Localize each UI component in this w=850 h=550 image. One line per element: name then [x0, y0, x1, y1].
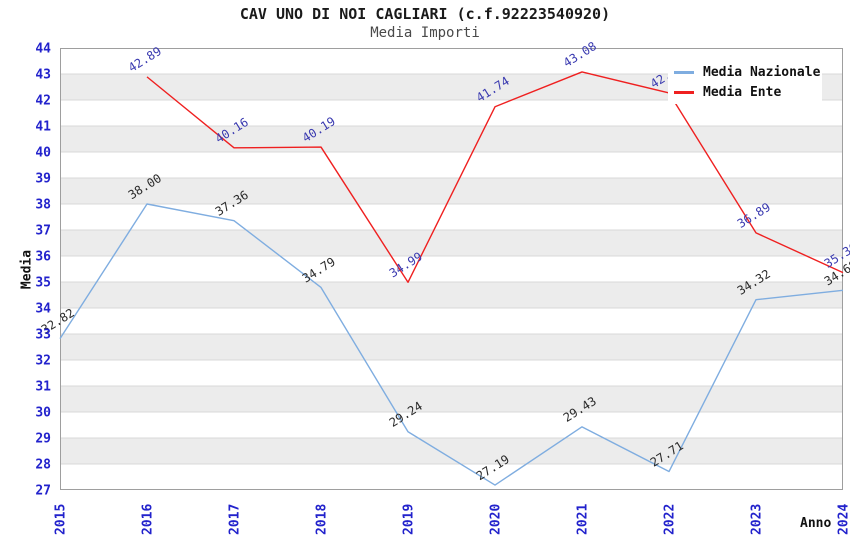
plot-band	[60, 178, 843, 204]
y-tick-label: 39	[35, 172, 51, 187]
x-axis-title: Anno	[800, 516, 832, 531]
chart-subtitle: Media Importi	[370, 25, 480, 41]
y-tick-label: 31	[35, 380, 51, 395]
x-tick-label: 2021	[576, 504, 591, 535]
x-tick-label: 2023	[750, 504, 765, 535]
y-tick-label: 35	[35, 276, 51, 291]
x-tick-label: 2019	[402, 504, 417, 535]
y-tick-label: 33	[35, 328, 51, 343]
y-tick-label: 32	[35, 354, 51, 369]
plot-band	[60, 334, 843, 360]
plot-band	[60, 360, 843, 386]
plot-band	[60, 256, 843, 282]
x-tick-label: 2022	[663, 504, 678, 535]
y-tick-label: 36	[35, 250, 51, 265]
plot-band	[60, 204, 843, 230]
plot-band	[60, 126, 843, 152]
series-line-ente	[146, 71, 844, 283]
plot-band	[60, 412, 843, 438]
plot-band	[60, 152, 843, 178]
plot-band	[60, 230, 843, 256]
legend-swatch-ente-icon	[674, 91, 694, 94]
x-tick-label: 2017	[228, 504, 243, 535]
series-line-nazionale	[59, 203, 844, 486]
y-tick-label: 44	[35, 42, 51, 57]
plot-band	[60, 438, 843, 464]
y-tick-label: 28	[35, 458, 51, 473]
y-tick-label: 43	[35, 68, 51, 83]
y-tick-label: 34	[35, 302, 51, 317]
plot-area: 32.8238.0037.3634.7929.2427.1929.4327.71…	[35, 39, 850, 535]
plot-band	[60, 308, 843, 334]
legend-label-ente: Media Ente	[703, 85, 782, 100]
x-tick-label: 2018	[315, 504, 330, 535]
y-tick-label: 27	[35, 484, 51, 499]
y-axis-title: Media	[19, 249, 35, 290]
x-tick-label: 2016	[141, 504, 156, 535]
legend-swatch-nazionale-icon	[674, 71, 694, 74]
legend-item-media-ente: Media Ente	[674, 86, 820, 99]
legend: Media Nazionale Media Ente	[668, 59, 822, 104]
plot-band	[60, 386, 843, 412]
y-tick-label: 37	[35, 224, 51, 239]
y-tick-label: 29	[35, 432, 51, 447]
chart-title: CAV UNO DI NOI CAGLIARI (c.f.92223540920…	[239, 5, 611, 23]
y-tick-label: 41	[35, 120, 51, 135]
legend-item-media-nazionale: Media Nazionale	[674, 66, 820, 79]
y-tick-label: 40	[35, 146, 51, 161]
y-tick-label: 30	[35, 406, 51, 421]
plot-border	[60, 48, 843, 490]
plot-band	[60, 282, 843, 308]
x-tick-label: 2024	[837, 504, 850, 535]
plot-band	[60, 464, 843, 490]
x-tick-label: 2015	[54, 504, 69, 535]
y-tick-label: 38	[35, 198, 51, 213]
legend-label-nazionale: Media Nazionale	[703, 65, 821, 80]
y-tick-label: 42	[35, 94, 51, 109]
x-tick-label: 2020	[489, 504, 504, 535]
